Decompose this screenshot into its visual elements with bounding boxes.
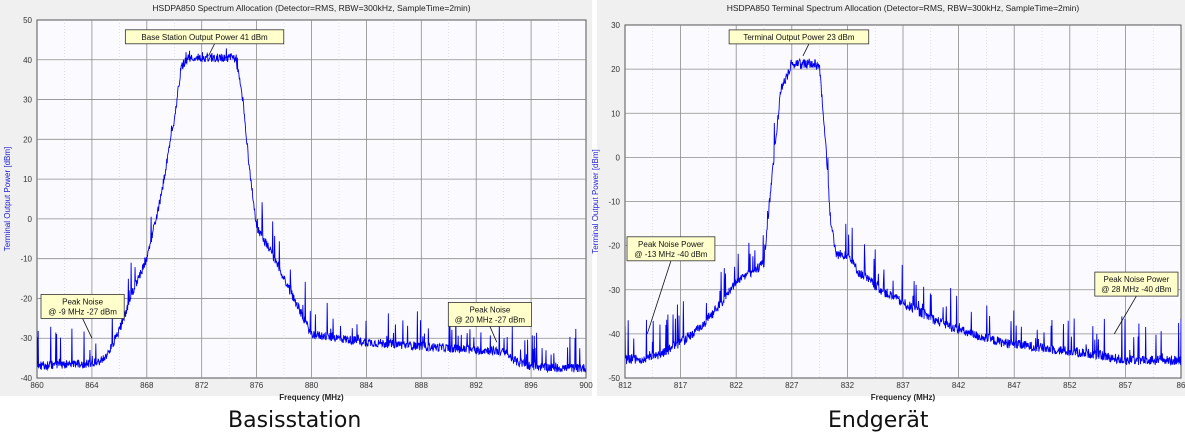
annotation-text: @ -9 MHz -27 dBm — [48, 307, 117, 316]
chart-terminal: HSDPA850 Terminal Spectrum Allocation (D… — [591, 0, 1185, 402]
annotation-text: Peak Noise — [62, 297, 103, 306]
x-tick-label: 892 — [470, 381, 484, 390]
chart-title: HSDPA850 Spectrum Allocation (Detector=R… — [152, 3, 470, 13]
annotation-text: Peak Noise — [469, 305, 510, 314]
x-tick-label: 837 — [896, 381, 910, 390]
x-tick-label: 852 — [1063, 381, 1077, 390]
annotation-box — [728, 29, 870, 45]
y-tick-label: -40 — [20, 374, 32, 383]
x-tick-label: 864 — [85, 381, 99, 390]
y-tick-label: -10 — [608, 198, 620, 207]
x-tick-label: 880 — [305, 381, 319, 390]
caption-base-station: Basisstation — [228, 408, 362, 433]
x-tick-label: 900 — [579, 381, 593, 390]
x-tick-label: 86 — [1177, 381, 1185, 390]
chart-base-station: HSDPA850 Spectrum Allocation (Detector=R… — [0, 0, 593, 402]
x-tick-label: 872 — [195, 381, 209, 390]
annotation-box — [626, 236, 716, 262]
y-tick-label: 0 — [616, 153, 621, 162]
x-tick-label: 812 — [618, 381, 632, 390]
x-axis-label: Frequency (MHz) — [279, 393, 344, 402]
x-tick-label: 857 — [1119, 381, 1133, 390]
y-tick-label: 10 — [611, 109, 620, 118]
x-tick-label: 827 — [785, 381, 799, 390]
x-tick-label: 832 — [841, 381, 855, 390]
annotation-text: @ 28 MHz -40 dBm — [1101, 285, 1172, 294]
x-tick-label: 842 — [952, 381, 966, 390]
annotation-box — [124, 29, 285, 45]
y-tick-label: 20 — [23, 135, 32, 144]
annotation-text: @ 20 MHz -27 dBm — [455, 315, 526, 324]
y-tick-label: -10 — [20, 255, 32, 264]
spectrum-series-line — [37, 48, 586, 374]
annotation-leader — [646, 260, 672, 334]
annotation-box — [1094, 271, 1179, 297]
y-tick-label: 30 — [23, 96, 32, 105]
x-tick-label: 847 — [1008, 381, 1022, 390]
y-tick-label: 40 — [23, 56, 32, 65]
x-tick-label: 888 — [415, 381, 429, 390]
annotation-leader — [82, 318, 93, 339]
y-tick-label: -50 — [608, 374, 620, 383]
annotation-text: @ -13 MHz -40 dBm — [634, 250, 707, 259]
y-tick-label: -30 — [20, 334, 32, 343]
y-tick-label: 20 — [611, 65, 620, 74]
annotation-text: Peak Noise Power — [638, 240, 704, 249]
annotation-leader — [489, 326, 498, 343]
y-tick-label: 10 — [23, 175, 32, 184]
caption-terminal: Endgerät — [828, 408, 929, 433]
annotation-box — [40, 294, 125, 319]
annotation-text: Terminal Output Power 23 dBm — [743, 33, 854, 42]
y-tick-label: 0 — [28, 215, 33, 224]
y-tick-label: -20 — [608, 242, 620, 251]
y-tick-label: 30 — [611, 21, 620, 30]
x-axis-label: Frequency (MHz) — [871, 393, 936, 402]
y-tick-label: -30 — [608, 286, 620, 295]
x-tick-label: 860 — [30, 381, 44, 390]
annotation-text: Base Station Output Power 41 dBm — [141, 33, 268, 42]
y-tick-label: 50 — [23, 16, 32, 25]
x-tick-label: 868 — [140, 381, 154, 390]
annotation-text: Peak Noise Power — [1103, 275, 1169, 284]
x-tick-label: 896 — [524, 381, 538, 390]
chart-title: HSDPA850 Terminal Spectrum Allocation (D… — [727, 3, 1080, 13]
y-axis-label: Terminal Output Power [dBm] — [3, 147, 12, 251]
y-tick-label: -40 — [608, 330, 620, 339]
annotation-leader — [208, 43, 215, 56]
x-tick-label: 884 — [360, 381, 374, 390]
x-tick-label: 822 — [730, 381, 744, 390]
annotation-leader — [1113, 295, 1137, 335]
y-axis-label: Terminal Output Power [dBm] — [591, 149, 600, 253]
spectrum-series-line — [625, 57, 1181, 367]
x-tick-label: 876 — [250, 381, 264, 390]
annotation-leader — [802, 43, 810, 57]
annotation-box — [447, 302, 532, 327]
y-tick-label: -20 — [20, 294, 32, 303]
x-tick-label: 817 — [674, 381, 688, 390]
